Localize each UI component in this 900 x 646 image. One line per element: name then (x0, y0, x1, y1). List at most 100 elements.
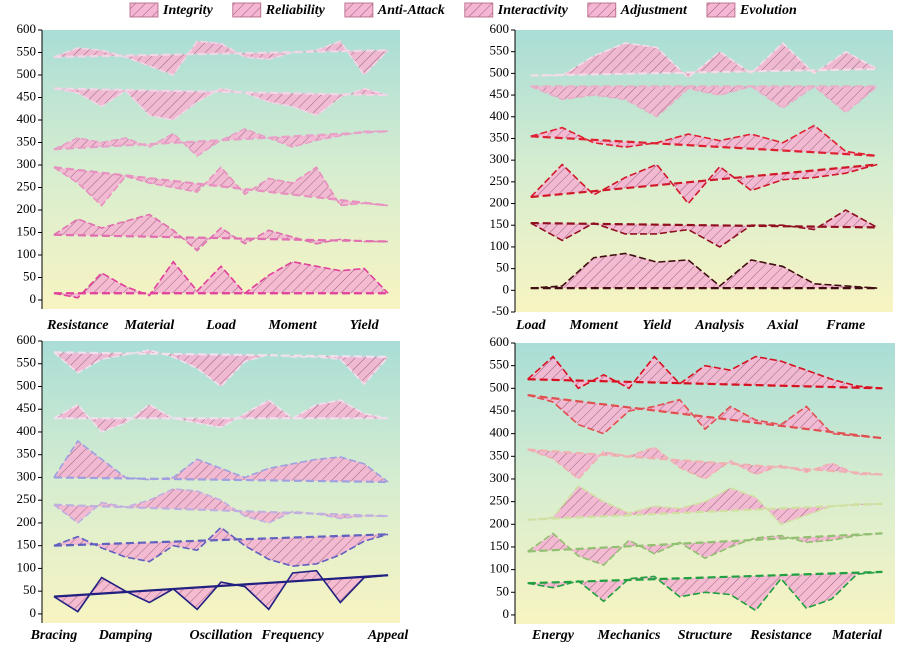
baseline-line (53, 351, 389, 359)
series-line (53, 399, 389, 433)
y-tick-label: 200 (17, 201, 37, 216)
baseline-line (527, 532, 883, 553)
series-line (53, 87, 389, 121)
y-tick-label: 350 (17, 446, 37, 461)
x-tick-label: Damping (98, 628, 153, 643)
x-tick-label: Frequency (260, 628, 324, 643)
y-tick-label: 400 (17, 111, 37, 126)
legend-label: Integrity (162, 3, 214, 18)
x-tick-label: Energy (531, 628, 575, 643)
y-tick-label: 500 (490, 379, 510, 394)
series-line (527, 355, 883, 390)
x-tick-label: Moment (267, 318, 317, 333)
baseline-line (530, 135, 878, 157)
series-line (53, 166, 389, 207)
baseline-line (530, 221, 878, 229)
subplot: -50 0 50 100 150 200 250 300 350 400 450 500 550 600 L… (490, 21, 893, 333)
y-tick-label: 0 (503, 281, 510, 296)
x-tick-label: Structure (678, 628, 732, 643)
legend: Integrity Reliability Anti-Attack Interacti… (129, 2, 797, 18)
baseline-line (527, 570, 883, 585)
y-tick-label: 550 (17, 355, 37, 370)
band-fill (53, 570, 389, 612)
y-tick-label: 150 (490, 216, 510, 231)
legend-swatch (232, 2, 262, 18)
legend-label: Adjustment (620, 3, 688, 18)
y-tick-label: 150 (17, 537, 37, 552)
y-tick-label: 500 (490, 64, 510, 79)
x-tick-label: Frame (825, 318, 865, 333)
series-line (530, 85, 878, 118)
y-tick-label: -50 (492, 303, 509, 318)
series-line (530, 163, 878, 205)
band-fill (527, 485, 883, 525)
legend-swatch (587, 2, 617, 18)
y-tick-label: 250 (17, 491, 37, 506)
series-line (53, 40, 389, 77)
x-tick-label: Load (515, 318, 547, 333)
y-tick-label: 550 (17, 43, 37, 58)
y-tick-label: 100 (490, 238, 510, 253)
y-tick-label: 350 (17, 133, 37, 148)
baseline-line (527, 502, 883, 521)
legend-swatch (344, 2, 374, 18)
baseline-line (53, 574, 389, 598)
x-tick-label: Load (205, 318, 237, 333)
y-tick-label: 300 (17, 468, 37, 483)
y-tick-label: 50 (23, 582, 36, 597)
x-tick-label: Analysis (694, 318, 745, 333)
y-tick-label: 200 (17, 514, 37, 529)
y-tick-label: 600 (17, 332, 37, 347)
series-line (527, 484, 883, 526)
y-tick-label: 600 (17, 21, 37, 36)
band-fill (530, 253, 878, 289)
y-tick-label: 400 (490, 425, 510, 440)
x-tick-label: Material (124, 318, 175, 333)
y-tick-label: 100 (490, 561, 510, 576)
y-tick-label: 400 (17, 423, 37, 438)
band-fill (530, 125, 878, 156)
band-fill (53, 261, 389, 298)
band-fill (527, 395, 883, 439)
band-fill (53, 214, 389, 251)
y-tick-label: 450 (17, 400, 37, 415)
baseline-line (530, 67, 878, 77)
y-tick-label: 600 (490, 334, 510, 349)
y-tick-label: 50 (23, 268, 36, 283)
baseline-line (53, 87, 389, 97)
y-tick-label: 300 (490, 470, 510, 485)
y-tick-label: 500 (17, 66, 37, 81)
legend-label: Evolution (739, 3, 797, 18)
x-tick-label: Mechanics (597, 628, 662, 643)
band-fill (53, 441, 389, 482)
band-fill (527, 533, 883, 566)
subplot: 0 50 100 150 200 250 300 350 400 450 500 550 600 Resi… (17, 21, 400, 333)
series-line (530, 252, 878, 289)
band-fill (53, 527, 389, 567)
series-line (53, 213, 389, 252)
y-tick-label: 250 (490, 493, 510, 508)
y-tick-label: 450 (490, 86, 510, 101)
y-tick-label: 600 (490, 21, 510, 36)
y-tick-label: 150 (490, 538, 510, 553)
y-tick-label: 100 (17, 559, 37, 574)
band-fill (527, 571, 883, 611)
series-line (527, 394, 883, 439)
x-tick-label: Appeal (367, 628, 409, 643)
series-line (53, 439, 389, 483)
x-tick-label: Oscillation (189, 628, 252, 643)
baseline-line (53, 503, 389, 518)
baseline-line (53, 166, 389, 207)
y-tick-label: 0 (30, 291, 37, 306)
x-tick-label: Resistance (46, 318, 108, 333)
legend-label: Anti-Attack (377, 3, 445, 18)
legend-swatch (706, 2, 736, 18)
x-tick-label: Yield (642, 318, 672, 333)
x-tick-label: Moment (569, 318, 619, 333)
baseline-line (527, 378, 883, 390)
series-line (527, 532, 883, 567)
y-tick-label: 250 (17, 178, 37, 193)
legend-swatch (129, 2, 159, 18)
y-tick-label: 0 (30, 605, 37, 620)
